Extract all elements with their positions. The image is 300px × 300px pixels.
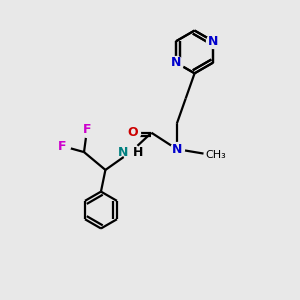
Text: N: N: [118, 146, 128, 159]
Text: N: N: [172, 142, 182, 156]
Text: F: F: [83, 123, 91, 136]
Text: O: O: [128, 126, 138, 139]
Text: N: N: [208, 35, 218, 48]
Text: H: H: [133, 146, 143, 159]
Text: CH₃: CH₃: [205, 150, 226, 160]
Text: N: N: [171, 56, 181, 69]
Text: F: F: [58, 140, 67, 153]
